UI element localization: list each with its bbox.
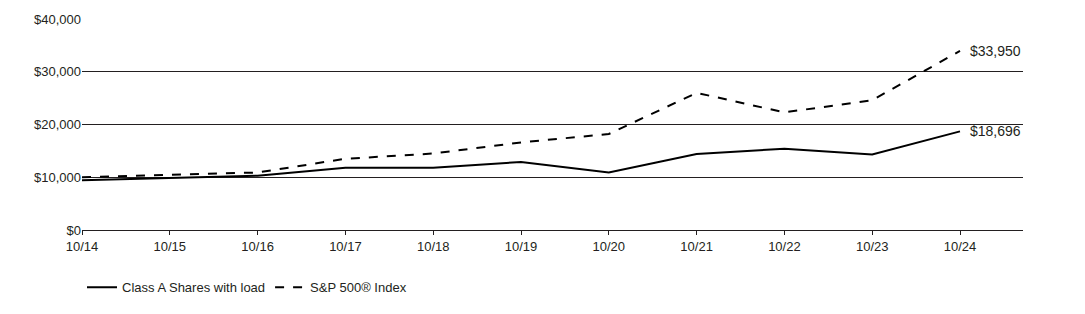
svg-text:$20,000: $20,000 [34,117,81,132]
svg-text:Class A Shares with load: Class A Shares with load [122,280,265,295]
svg-text:10/15: 10/15 [154,239,187,254]
svg-text:$33,950: $33,950 [970,43,1021,59]
svg-text:10/17: 10/17 [329,239,362,254]
svg-text:10/23: 10/23 [856,239,889,254]
svg-text:10/18: 10/18 [417,239,450,254]
svg-text:10/22: 10/22 [768,239,801,254]
svg-text:10/24: 10/24 [944,239,977,254]
svg-text:10/21: 10/21 [680,239,713,254]
svg-text:10/16: 10/16 [241,239,274,254]
svg-text:$18,696: $18,696 [970,123,1021,139]
svg-text:$40,000: $40,000 [34,12,81,27]
svg-text:$30,000: $30,000 [34,64,81,79]
svg-text:$10,000: $10,000 [34,170,81,185]
svg-text:S&P 500® Index: S&P 500® Index [310,280,407,295]
svg-text:$0: $0 [67,223,81,238]
svg-text:10/19: 10/19 [505,239,538,254]
svg-text:10/14: 10/14 [66,239,99,254]
svg-text:10/20: 10/20 [593,239,626,254]
